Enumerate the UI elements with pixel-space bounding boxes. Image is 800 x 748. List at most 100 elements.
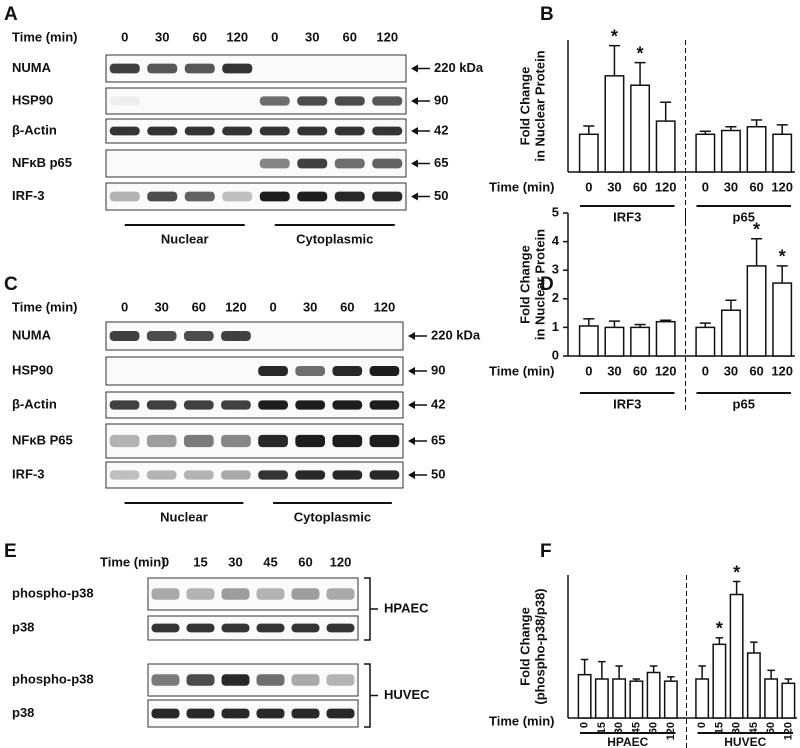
- x-tick-label: 0: [579, 722, 591, 728]
- bar: [604, 75, 625, 173]
- y-tick-label: 0: [552, 347, 559, 362]
- significance: *: [716, 619, 723, 639]
- blot-band: [291, 623, 320, 633]
- size-label: 65: [431, 432, 445, 447]
- blot-band: [186, 588, 215, 600]
- blot-band: [297, 126, 328, 136]
- group-label: Nuclear: [161, 231, 209, 246]
- blot-band: [258, 470, 288, 480]
- bar: [577, 673, 592, 719]
- series-label: p65: [733, 209, 755, 224]
- blot-band: [369, 434, 400, 448]
- blot-band: [372, 126, 403, 136]
- bracket: [364, 663, 378, 728]
- y-tick-label: 3: [552, 262, 559, 277]
- bar: [663, 680, 678, 719]
- blot-band: [146, 434, 177, 448]
- bracket: [364, 577, 378, 641]
- blot-band: [295, 470, 326, 480]
- lane-time: 60: [192, 299, 206, 314]
- blot-band: [222, 191, 253, 202]
- size-label: 90: [431, 362, 445, 377]
- bar: [720, 129, 741, 173]
- bar: [695, 326, 716, 357]
- x-axis-label: Time (min): [489, 363, 555, 378]
- blot-band: [186, 674, 215, 686]
- bar: [695, 678, 710, 719]
- x-tick-label: 30: [724, 363, 738, 378]
- bar: [604, 326, 625, 357]
- blot-band: [109, 126, 140, 136]
- time-label: Time (min): [12, 299, 78, 314]
- blot-band: [221, 330, 251, 342]
- blot-band: [221, 623, 250, 633]
- blot-band: [297, 96, 328, 106]
- bar: [655, 120, 676, 173]
- blot-band: [295, 434, 326, 448]
- lane-time: 30: [303, 299, 317, 314]
- significance: *: [779, 247, 786, 267]
- blot-band: [259, 191, 290, 202]
- lane-time: 0: [121, 29, 128, 44]
- blot-band: [256, 623, 285, 633]
- time-label: Time (min): [100, 554, 166, 569]
- blot-band: [109, 434, 140, 448]
- row-label: NFκB p65: [12, 155, 72, 170]
- bar: [630, 326, 651, 357]
- blot-band: [258, 434, 288, 448]
- series-label: IRF3: [613, 396, 641, 411]
- blot-band: [109, 191, 140, 202]
- blot-band: [184, 191, 215, 202]
- bar: [612, 678, 627, 719]
- x-tick-label: 30: [724, 179, 738, 194]
- blot-band: [184, 63, 215, 74]
- blot-band: [332, 470, 363, 480]
- blot-band: [109, 400, 140, 410]
- significance: *: [753, 219, 760, 239]
- cell-label: HUVEC: [384, 687, 430, 702]
- lane-time: 0: [271, 29, 278, 44]
- blot-band: [291, 708, 320, 719]
- lane-time: 0: [121, 299, 128, 314]
- blot-band: [147, 126, 178, 136]
- lane-time: 120: [226, 29, 248, 44]
- x-tick-label: 15: [596, 722, 608, 734]
- y-axis-label: in Nuclear Protein: [532, 229, 547, 340]
- lane-time: 120: [374, 299, 396, 314]
- x-tick-label: 120: [771, 179, 793, 194]
- y-tick-label: 2: [552, 290, 559, 305]
- blot-band: [326, 674, 355, 686]
- x-tick-label: 30: [731, 722, 743, 734]
- panel-letter: C: [4, 274, 18, 295]
- y-axis-label: (phospho-p38/p38): [532, 588, 547, 704]
- bar: [646, 671, 661, 719]
- arrow-head: [411, 64, 418, 73]
- y-axis-label: Fold Change: [517, 67, 532, 146]
- blot-band: [151, 708, 180, 719]
- x-tick-label: 120: [655, 363, 677, 378]
- bar: [764, 678, 779, 719]
- bar: [746, 125, 767, 173]
- x-tick-label: 60: [749, 363, 763, 378]
- x-tick-label: 0: [702, 363, 709, 378]
- bar: [720, 309, 741, 357]
- blot-band: [109, 470, 140, 480]
- blot-band: [151, 623, 180, 633]
- blot-frame: [147, 663, 359, 697]
- blot-band: [291, 588, 320, 600]
- time-label: Time (min): [12, 29, 78, 44]
- blot-band: [221, 588, 250, 600]
- bar: [772, 133, 793, 173]
- group-label: Nuclear: [160, 509, 208, 524]
- x-tick-label: 0: [585, 179, 592, 194]
- lane-time: 60: [340, 299, 354, 314]
- blot-band: [297, 191, 328, 202]
- blot-band: [109, 96, 140, 106]
- x-tick-label: 0: [585, 363, 592, 378]
- x-tick-label: 60: [749, 179, 763, 194]
- size-label: 42: [431, 396, 445, 411]
- blot-band: [183, 434, 214, 448]
- blot-band: [186, 708, 215, 719]
- blot-band: [109, 330, 140, 342]
- bar: [772, 282, 793, 357]
